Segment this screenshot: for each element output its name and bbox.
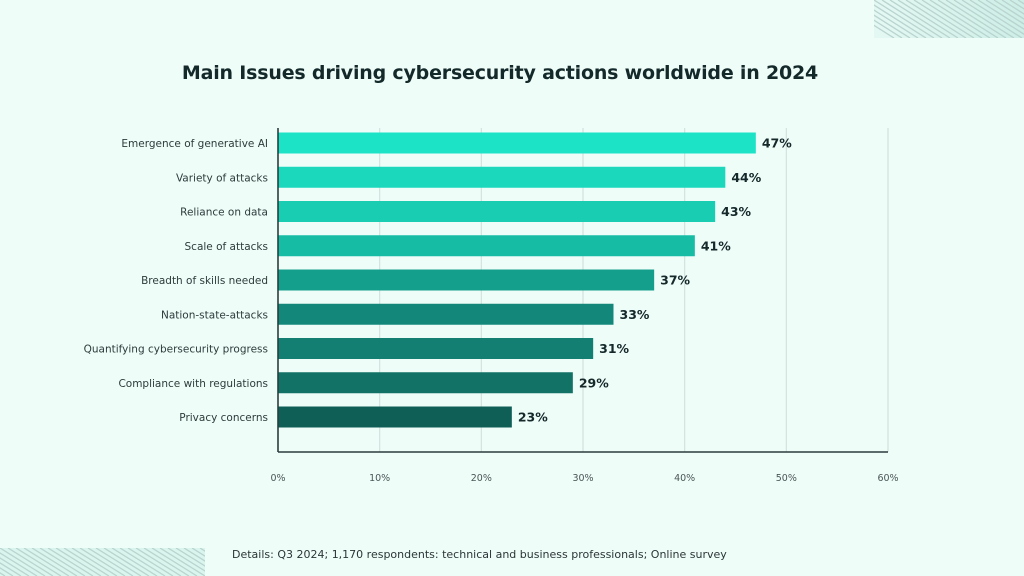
stripe [23, 548, 70, 576]
category-label: Privacy concerns [179, 412, 268, 424]
stripe [905, 0, 967, 38]
stripe [913, 0, 975, 38]
x-tick-label: 0% [270, 473, 285, 484]
bar [278, 338, 594, 359]
category-label: Variety of attacks [176, 172, 268, 184]
x-tick-label: 20% [471, 473, 492, 484]
bar [278, 269, 655, 291]
value-labels: 47% 44% 43% 41% 37% 33% 31% 29% 23% [518, 136, 792, 425]
stripe [135, 548, 182, 576]
x-tick-label: 40% [674, 473, 695, 484]
category-label: Scale of attacks [185, 241, 268, 253]
stripe [127, 548, 174, 576]
stripe [1009, 0, 1024, 10]
stripe [897, 0, 959, 38]
stripe [103, 548, 150, 576]
bar [278, 406, 512, 428]
stripe [874, 9, 919, 38]
stripe [31, 548, 78, 576]
value-label: 29% [579, 375, 609, 390]
decorative-stripes-top-right [874, 0, 1024, 38]
stripe [0, 548, 46, 576]
chart-title: Main Issues driving cybersecurity action… [181, 62, 819, 84]
stripe [961, 0, 1023, 38]
value-label: 23% [518, 410, 548, 425]
stripe [953, 0, 1015, 38]
stripe [889, 0, 951, 38]
stripe [0, 557, 30, 576]
value-label: 44% [731, 170, 761, 185]
stripe [63, 548, 110, 576]
x-tick-label: 50% [776, 473, 797, 484]
stripe [874, 0, 935, 38]
stripe [143, 548, 190, 576]
stripe [0, 562, 22, 576]
stripe [874, 4, 927, 38]
stripe [0, 567, 14, 576]
stripe [969, 0, 1024, 35]
stripe [921, 0, 983, 38]
bar [278, 372, 573, 394]
x-axis-ticks: 0% 10% 20% 30% 40% 50% 60% [270, 473, 898, 484]
x-tick-label: 30% [572, 473, 593, 484]
footer-details: Details: Q3 2024; 1,170 respondents: tec… [232, 548, 727, 561]
stripe [985, 0, 1024, 25]
bar [278, 132, 756, 154]
stripe [993, 0, 1024, 20]
value-label: 41% [701, 238, 731, 253]
stripe [95, 548, 142, 576]
stripe [159, 548, 205, 576]
stripe [929, 0, 991, 38]
bar [278, 303, 614, 325]
stripe [55, 548, 102, 576]
stripe [47, 548, 94, 576]
stripe [15, 548, 62, 576]
stripe [175, 548, 205, 567]
stripe [7, 548, 54, 576]
bar [278, 201, 716, 222]
category-labels: Emergence of generative AI Variety of att… [84, 138, 268, 424]
stripe [945, 0, 1007, 38]
stripe [937, 0, 999, 38]
stripe [119, 548, 166, 576]
category-label: Compliance with regulations [118, 378, 268, 390]
stripe [79, 548, 126, 576]
bar [278, 235, 695, 257]
stripe [87, 548, 134, 576]
category-label: Quantifying cybersecurity progress [84, 344, 268, 356]
value-label: 31% [599, 341, 629, 356]
decorative-stripes-bottom-left [0, 548, 205, 576]
stripe [71, 548, 118, 576]
stripe [874, 14, 911, 38]
category-label: Emergence of generative AI [121, 138, 268, 150]
x-tick-label: 10% [369, 473, 390, 484]
stripe [151, 548, 198, 576]
stripe [0, 552, 38, 576]
stripe [874, 24, 895, 38]
value-label: 43% [721, 204, 751, 219]
stripe [167, 548, 205, 572]
stripe [881, 0, 943, 38]
stripe [874, 19, 903, 38]
stripe [1001, 0, 1024, 15]
bars [278, 132, 756, 428]
stripe [977, 0, 1024, 30]
value-label: 33% [620, 307, 650, 322]
stripe [183, 548, 205, 562]
value-label: 37% [660, 273, 690, 288]
value-label: 47% [762, 136, 792, 151]
stripe [39, 548, 86, 576]
category-label: Reliance on data [180, 207, 268, 219]
category-label: Nation-state-attacks [161, 309, 268, 321]
stripe [191, 548, 205, 557]
x-tick-label: 60% [877, 473, 898, 484]
stripe [111, 548, 158, 576]
bar [278, 166, 726, 188]
category-label: Breadth of skills needed [141, 275, 268, 287]
